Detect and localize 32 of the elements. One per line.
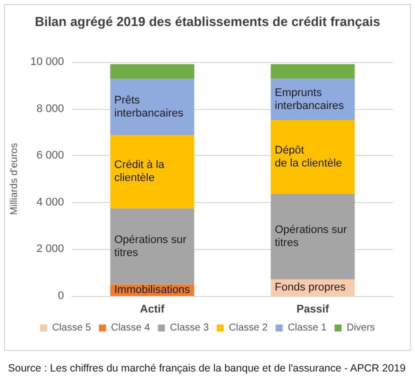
y-tick-label: 8 000 (36, 102, 64, 115)
y-tick-label: 0 (58, 290, 64, 302)
annotation: Emprunts interbancaires (274, 86, 344, 112)
legend-label: Classe 2 (228, 322, 268, 334)
x-tick-label: Passif (296, 304, 330, 316)
chart-title: Bilan agrégé 2019 des établissements de crédit français (34, 14, 380, 29)
bar (110, 78, 194, 136)
annotation: Opérations sur titres (114, 234, 187, 259)
bar (270, 120, 355, 194)
annotation: Fonds propres (274, 282, 346, 294)
bar (110, 135, 194, 208)
legend-label: Classe 5 (52, 322, 92, 334)
legend-label: Divers (346, 322, 375, 334)
annotation: Immobilisations (114, 284, 191, 296)
x-tick-label: Actif (140, 304, 165, 316)
y-tick-label: 6 000 (36, 150, 64, 162)
bar (270, 64, 355, 79)
annotation: Prêts interbancaires (114, 94, 184, 120)
source-note: Source : Les chiffres du marché français de la banque et de l'assurance - APCR 2019 (8, 362, 406, 374)
bar (110, 208, 194, 284)
legend-label: Classe 4 (110, 322, 150, 334)
y-tick-label: 10 000 (30, 56, 64, 68)
y-axis-title: Milliards d'euros (8, 143, 20, 215)
y-tick-label: 4 000 (36, 196, 64, 208)
annotation: Opérations sur titres (274, 224, 348, 250)
legend-label: Classe 1 (288, 322, 328, 334)
legend-label: Classe 3 (170, 322, 210, 334)
annotation: Crédit à la clientèle (114, 159, 166, 184)
bar (110, 64, 194, 79)
y-tick-label: 2 000 (36, 243, 64, 256)
annotation: Dépôt de la clientèle (274, 144, 342, 170)
bar (270, 194, 355, 280)
